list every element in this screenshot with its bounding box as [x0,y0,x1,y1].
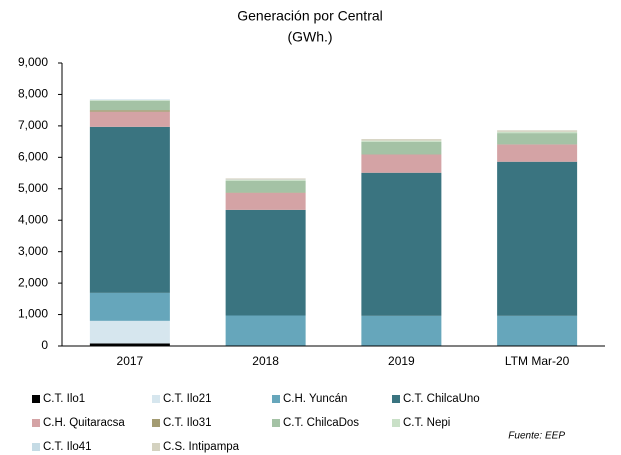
y-tick-label: 9,000 [18,55,48,69]
bar-segment [225,178,306,180]
y-tick-label: 3,000 [18,244,48,258]
y-tick-label: 0 [41,338,48,352]
y-tick-label: 6,000 [18,150,48,164]
bar-segment [89,126,170,293]
bar-segment [497,144,578,162]
legend-label: C.H. Yuncán [283,393,347,405]
legend-label: C.T. Ilo1 [43,393,85,405]
y-tick-label: 1,000 [18,307,48,321]
y-tick-label: 4,000 [18,212,48,226]
x-tick-label: 2019 [388,354,415,368]
source-note: Fuente: EEP [508,431,565,442]
bar-segment [361,172,442,316]
legend-swatch [272,395,280,403]
legend-swatch [272,419,280,427]
x-tick-label: 2018 [252,354,279,368]
y-tick-label: 8,000 [18,87,48,101]
bar-segment [89,292,170,321]
bar-segment [225,180,306,193]
bar-segment [89,111,170,127]
bar-segment [89,110,170,112]
legend-label: C.T. ChilcaUno [403,393,480,405]
legend-label: C.H. Quitaracsa [43,417,125,429]
x-tick-label: 2017 [117,354,144,368]
legend-swatch [152,395,160,403]
bar-segment [497,130,578,132]
bar-segment [497,161,578,316]
bar-segment [89,343,170,346]
legend-swatch [152,419,160,427]
legend-label: C.S. Intipampa [163,441,240,453]
bar-segment [225,315,306,346]
bar-segment [361,140,442,142]
legend-swatch [32,395,40,403]
legend-swatch [152,443,160,451]
legend-label: C.T. Ilo21 [163,393,212,405]
bar-segment [361,139,442,141]
bar-segment [361,154,442,173]
legend-swatch [32,443,40,451]
bar-segment [225,209,306,316]
legend-swatch [392,419,400,427]
legend-label: C.T. Ilo31 [163,417,212,429]
legend-label: C.T. Ilo41 [43,441,92,453]
bar-segment [89,100,170,101]
legend-swatch [32,419,40,427]
bar-segment [89,320,170,344]
y-tick-label: 7,000 [18,118,48,132]
legend-label: C.T. ChilcaDos [283,417,359,429]
y-tick-label: 5,000 [18,181,48,195]
bar-segment [361,141,442,155]
legend-label: C.T. Nepi [403,417,450,429]
bar-segment [89,100,170,111]
bar-segment [497,131,578,134]
bar-segment [497,315,578,346]
bar-segment [361,315,442,346]
bar-segment [225,192,306,210]
legend-swatch [392,395,400,403]
bar-segment [225,179,306,181]
y-tick-label: 2,000 [18,275,48,289]
x-tick-label: LTM Mar-20 [505,354,570,368]
bar-segment [497,133,578,145]
chart-subtitle: (GWh.) [287,29,332,45]
bar-segment [89,99,170,101]
chart-title: Generación por Central [237,8,383,24]
